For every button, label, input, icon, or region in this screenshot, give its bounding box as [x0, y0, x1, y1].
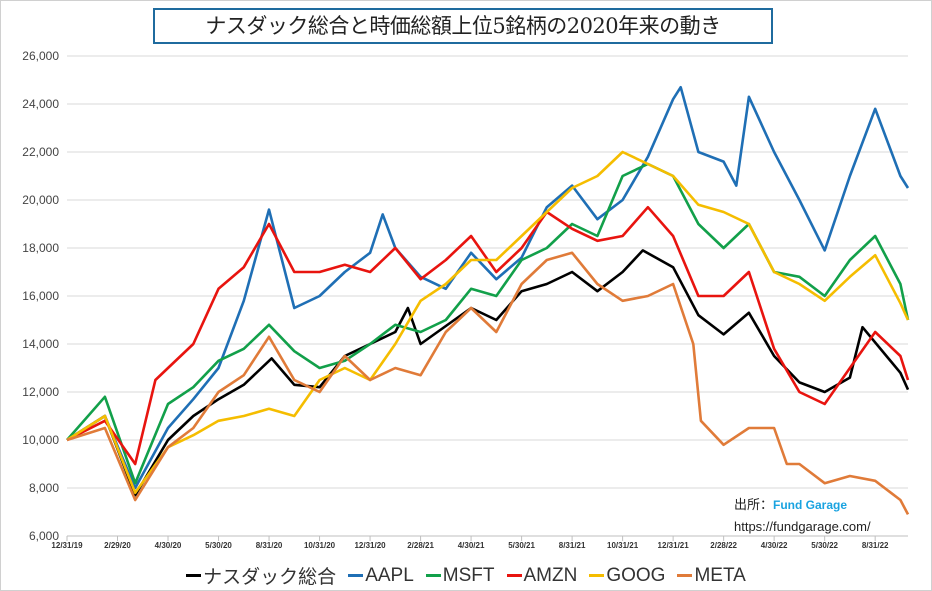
- x-tick-label: 2/28/21: [407, 541, 434, 550]
- x-tick-label: 8/31/22: [862, 541, 889, 550]
- series-line-AAPL: [66, 85, 910, 490]
- y-tick-label: 12,000: [22, 385, 59, 399]
- source-label: 出所：: [734, 497, 774, 512]
- legend-swatch: [589, 574, 605, 577]
- y-tick-label: 20,000: [22, 193, 59, 207]
- legend-label: GOOG: [606, 564, 666, 586]
- gridlines: [67, 55, 908, 537]
- x-axis: 12/31/19 2/29/20 4/30/20 5/30/20 8/31/20 10/3…: [51, 535, 908, 550]
- legend-swatch: [677, 574, 693, 577]
- x-tick-label: 10/31/20: [304, 541, 336, 550]
- legend-item[interactable]: AMZN: [506, 562, 578, 589]
- x-tick-label: 5/30/22: [811, 541, 838, 550]
- x-tick-label: 4/30/22: [761, 541, 788, 550]
- legend-label: META: [694, 564, 746, 586]
- legend-item[interactable]: META: [677, 562, 746, 589]
- source-brand: Fund Garage: [773, 498, 848, 512]
- x-tick-label: 10/31/21: [607, 541, 639, 550]
- legend-label: MSFT: [442, 564, 495, 586]
- y-tick-label: 10,000: [22, 433, 59, 447]
- y-tick-label: 24,000: [22, 97, 59, 111]
- legend: ナスダック総合 AAPL MSFT AMZN GOOG META: [1, 562, 931, 589]
- chart-title: ナスダック総合と時価総額上位5銘柄の2020年来の動き: [153, 8, 773, 44]
- source-note: 出所：Fund Garage https://fundgarage.com/: [734, 494, 871, 538]
- x-tick-label: 8/31/21: [559, 541, 586, 550]
- y-tick-label: 14,000: [22, 337, 59, 351]
- y-tick-label: 18,000: [22, 241, 59, 255]
- x-tick-label: 4/30/21: [458, 541, 485, 550]
- series-line-ナスダック総合: [66, 249, 910, 497]
- y-tick-label: 6,000: [29, 529, 59, 543]
- series-lines: [66, 85, 910, 516]
- y-tick-label: 26,000: [22, 49, 59, 63]
- legend-label: AAPL: [365, 564, 414, 586]
- legend-swatch: [348, 574, 364, 577]
- source-url[interactable]: https://fundgarage.com/: [734, 519, 871, 534]
- legend-swatch: [506, 574, 522, 577]
- y-tick-label: 8,000: [29, 481, 59, 495]
- series-line-MSFT: [66, 162, 910, 485]
- x-tick-label: 2/29/20: [104, 541, 131, 550]
- x-tick-label: 8/31/20: [256, 541, 283, 550]
- legend-item[interactable]: AAPL: [348, 562, 414, 589]
- x-tick-label: 2/28/22: [710, 541, 737, 550]
- y-axis: 6,000 8,000 10,000 12,000 14,000 16,000 18,000…: [22, 49, 59, 543]
- x-tick-label: 5/30/21: [508, 541, 535, 550]
- legend-item[interactable]: ナスダック総合: [186, 562, 336, 589]
- series-line-META: [66, 251, 910, 516]
- legend-label: ナスダック総合: [203, 567, 337, 588]
- x-tick-label: 5/30/20: [205, 541, 232, 550]
- x-tick-label: 12/31/20: [354, 541, 386, 550]
- x-tick-label: 12/31/19: [51, 541, 83, 550]
- x-tick-label: 12/31/21: [658, 541, 690, 550]
- series-line-GOOG: [66, 150, 910, 495]
- y-tick-label: 16,000: [22, 289, 59, 303]
- y-tick-label: 22,000: [22, 145, 59, 159]
- legend-item[interactable]: MSFT: [425, 562, 495, 589]
- x-tick-label: 4/30/20: [155, 541, 182, 550]
- legend-swatch: [186, 574, 202, 577]
- legend-swatch: [425, 574, 441, 577]
- series-line-AMZN: [66, 205, 910, 466]
- legend-item[interactable]: GOOG: [589, 562, 665, 589]
- legend-label: AMZN: [523, 564, 578, 586]
